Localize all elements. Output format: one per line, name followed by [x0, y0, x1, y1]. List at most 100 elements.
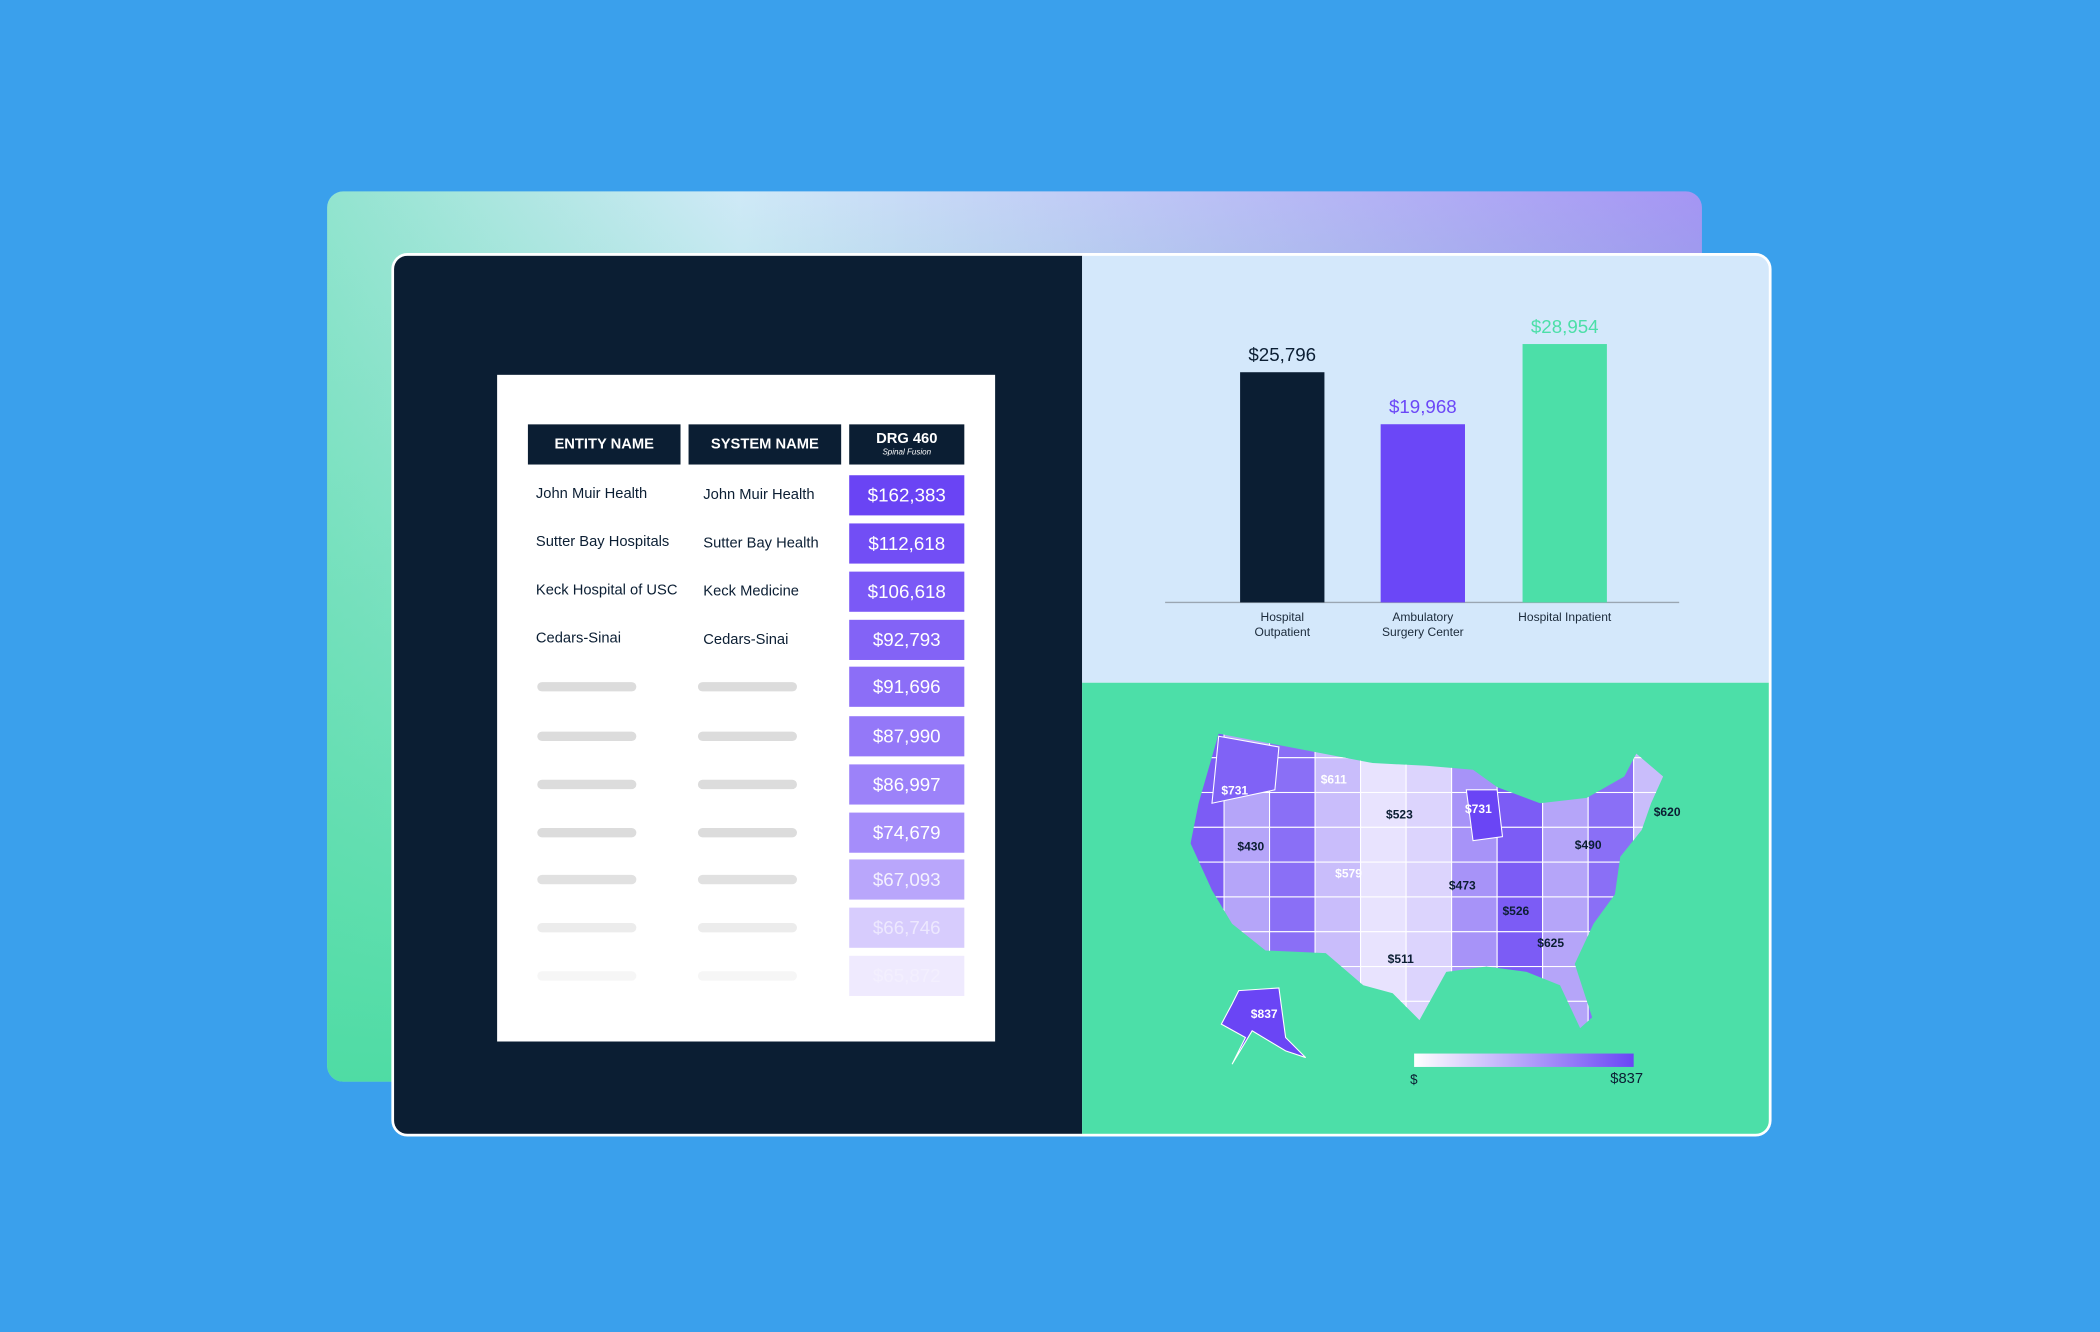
state [1314, 896, 1362, 933]
legend-max: $837 [1610, 1071, 1643, 1087]
state [1542, 931, 1589, 968]
price: $66,746 [873, 917, 941, 938]
state [1451, 896, 1498, 933]
state [1360, 861, 1407, 898]
entity-name: Cedars-Sinai [536, 630, 621, 646]
system-name: John Muir Health [703, 487, 814, 503]
price-cell [849, 666, 965, 707]
state [1496, 931, 1544, 968]
state [1496, 861, 1544, 898]
header-cell [849, 424, 965, 465]
header-label: ENTITY NAME [554, 436, 654, 452]
state [1405, 896, 1453, 933]
state [1451, 931, 1498, 968]
price: $86,997 [873, 774, 941, 795]
header-cell [688, 424, 842, 465]
placeholder [697, 971, 797, 981]
price-cell [849, 571, 965, 612]
map-label: $526 [1502, 904, 1529, 918]
category-label: Hospital Outpatient [1254, 610, 1311, 639]
washington [1211, 735, 1280, 804]
category-label-box: Hospital Inpatient [1518, 610, 1612, 624]
map-label: $473 [1449, 878, 1476, 892]
price-cell [849, 475, 965, 516]
price-cell [849, 716, 965, 757]
state [1360, 896, 1407, 933]
system-name: Cedars-Sinai [703, 632, 788, 648]
price: $106,618 [868, 581, 946, 602]
value-label: $28,954 [1531, 316, 1599, 337]
price: $74,679 [873, 822, 941, 843]
price-cell [849, 812, 965, 853]
state [1405, 861, 1453, 898]
price-cell [849, 764, 965, 805]
state [1542, 861, 1589, 898]
placeholder [697, 779, 797, 790]
alaska [1220, 987, 1307, 1065]
price-cell [849, 955, 965, 996]
placeholder [537, 874, 637, 885]
category-label-box: Hospital Outpatient [1254, 610, 1311, 639]
placeholder [537, 827, 637, 838]
state [1542, 896, 1589, 933]
state [1496, 896, 1544, 933]
category-label-box: Ambulatory Surgery Center [1382, 610, 1464, 638]
state [1269, 791, 1316, 828]
price-cell [849, 859, 965, 900]
price: $112,618 [868, 533, 945, 554]
map-label: $731 [1221, 783, 1248, 797]
price: $162,383 [868, 485, 946, 506]
state [1587, 791, 1635, 828]
price: $92,793 [873, 629, 941, 650]
state [1360, 931, 1407, 968]
price-cell [849, 619, 965, 660]
state [1314, 826, 1362, 863]
map-label: $625 [1537, 936, 1564, 950]
value-label: $25,796 [1248, 344, 1316, 365]
map-label: $511 [1388, 952, 1414, 966]
bar-chart: $25,796 Hospital Outpatient $19,968 Ambulat… [1240, 316, 1612, 639]
placeholder [697, 827, 797, 838]
state [1269, 861, 1316, 898]
placeholder [697, 731, 797, 741]
map-label: $611 [1321, 773, 1347, 787]
placeholder [697, 874, 797, 885]
entity-name: John Muir Health [536, 486, 647, 502]
value-label: $19,968 [1389, 396, 1457, 417]
state [1223, 861, 1271, 898]
price: $65,872 [873, 965, 941, 986]
map-label: $579 [1335, 866, 1362, 880]
state [1360, 791, 1407, 828]
state [1405, 826, 1453, 863]
price: $67,093 [873, 869, 941, 890]
placeholder [697, 923, 797, 933]
legend-bar [1414, 1053, 1634, 1067]
placeholder [537, 731, 637, 741]
map-label: $837 [1251, 1007, 1278, 1021]
map-label: $731 [1465, 802, 1492, 816]
placeholder [537, 923, 637, 933]
state [1405, 931, 1453, 968]
system-name: Keck Medicine [703, 584, 799, 600]
price: $87,990 [873, 726, 941, 747]
category-label: Hospital Inpatient [1518, 610, 1612, 624]
price: $91,696 [873, 676, 941, 697]
entity-name: Sutter Bay Hospitals [536, 534, 669, 550]
map-label: $490 [1575, 838, 1602, 852]
state [1314, 791, 1362, 828]
header-sublabel: Spinal Fusion [882, 448, 931, 457]
placeholder [697, 682, 797, 692]
placeholder [537, 971, 637, 981]
map-label: $620 [1654, 805, 1681, 819]
placeholder [537, 682, 637, 692]
price-cell [849, 523, 965, 564]
price-cell [849, 907, 965, 948]
state [1269, 896, 1316, 933]
legend-min: $ [1410, 1072, 1418, 1087]
map-label: $430 [1237, 840, 1264, 854]
entity-name: Keck Hospital of USC [536, 582, 678, 598]
bar [1240, 372, 1325, 603]
state [1405, 791, 1453, 828]
